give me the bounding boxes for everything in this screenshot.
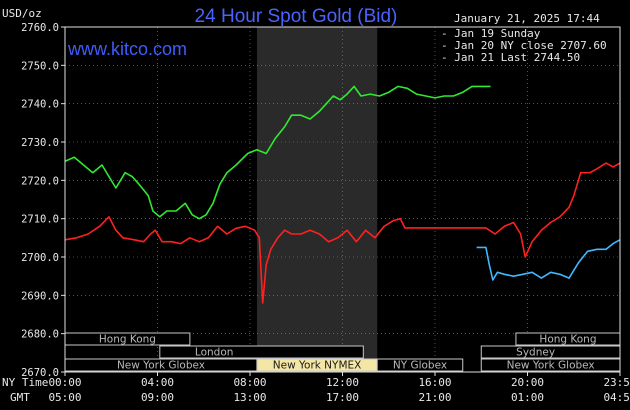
- series-line-1: [64, 162, 621, 304]
- nymex-session-shade: [256, 27, 378, 372]
- x-tick-label-ny: 23:59: [603, 376, 630, 389]
- site-link[interactable]: www.kitco.com: [67, 39, 187, 59]
- session-label: New York Globex: [507, 360, 595, 372]
- x-row-label-ny: NY Time: [2, 376, 48, 389]
- x-tick-label-ny: 20:00: [511, 376, 544, 389]
- legend: - Jan 19 Sunday - Jan 20 NY close 2707.6…: [441, 27, 607, 64]
- series-line-0: [476, 239, 621, 281]
- y-tick-label: 2720.0: [21, 175, 59, 187]
- x-tick-label-ny: 04:00: [141, 376, 174, 389]
- legend-entry-jan21: - Jan 21 Last 2744.50: [441, 51, 580, 64]
- y-tick-label: 2690.0: [21, 290, 59, 302]
- x-row-label-gmt: GMT: [10, 391, 30, 404]
- x-tick-label-gmt: 04:59: [603, 391, 630, 404]
- legend-label-jan21: Jan 21 Last 2744.50: [454, 51, 580, 64]
- session-label: NY Globex: [393, 360, 447, 372]
- x-tick-label-gmt: 21:00: [418, 391, 451, 404]
- legend-label-jan20: Jan 20 NY close 2707.60: [454, 39, 606, 52]
- session-label: Hong Kong: [99, 334, 156, 346]
- x-tick-label-gmt: 05:00: [48, 391, 81, 404]
- axes: 2760.0 2750.0 2740.0 2730.0 2720.0 2710.0 2700…: [21, 22, 630, 404]
- y-tick-label: 2760.0: [21, 22, 59, 34]
- session-box: [159, 345, 364, 359]
- session-label: New York NYMEX: [273, 360, 362, 372]
- price-series: [64, 85, 621, 304]
- date-stamp: January 21, 2025 17:44: [454, 12, 600, 25]
- y-tick-label: 2670.0: [21, 367, 59, 379]
- y-tick-label: 2750.0: [21, 60, 59, 72]
- x-tick-label-gmt: 17:00: [326, 391, 359, 404]
- legend-entry-jan19: - Jan 19 Sunday: [441, 27, 541, 40]
- x-tick-label-ny: 00:00: [48, 376, 81, 389]
- session-box: [376, 358, 464, 372]
- y-tick-label: 2710.0: [21, 214, 59, 226]
- session-label: New York Globex: [117, 360, 205, 372]
- x-tick-label-ny: 12:00: [326, 376, 359, 389]
- y-axis-label: USD/oz: [2, 7, 42, 20]
- x-tick-label-gmt: 13:00: [233, 391, 266, 404]
- legend-entry-jan20: - Jan 20 NY close 2707.60: [441, 39, 607, 52]
- y-tick-label: 2730.0: [21, 137, 59, 149]
- session-label: Sydney: [516, 347, 555, 359]
- x-tick-label-ny: 16:00: [418, 376, 451, 389]
- chart-title: 24 Hour Spot Gold (Bid): [195, 6, 398, 27]
- x-tick-label-ny: 08:00: [233, 376, 266, 389]
- x-tick-label-gmt: 01:00: [511, 391, 544, 404]
- session-label: Hong Kong: [539, 334, 596, 346]
- y-tick-label: 2740.0: [21, 99, 59, 111]
- y-tick-label: 2680.0: [21, 329, 59, 341]
- series-line-2: [64, 85, 491, 220]
- y-tick-label: 2700.0: [21, 252, 59, 264]
- legend-label-jan19: Jan 19 Sunday: [454, 27, 540, 40]
- session-label: London: [195, 347, 234, 359]
- x-tick-label-gmt: 09:00: [141, 391, 174, 404]
